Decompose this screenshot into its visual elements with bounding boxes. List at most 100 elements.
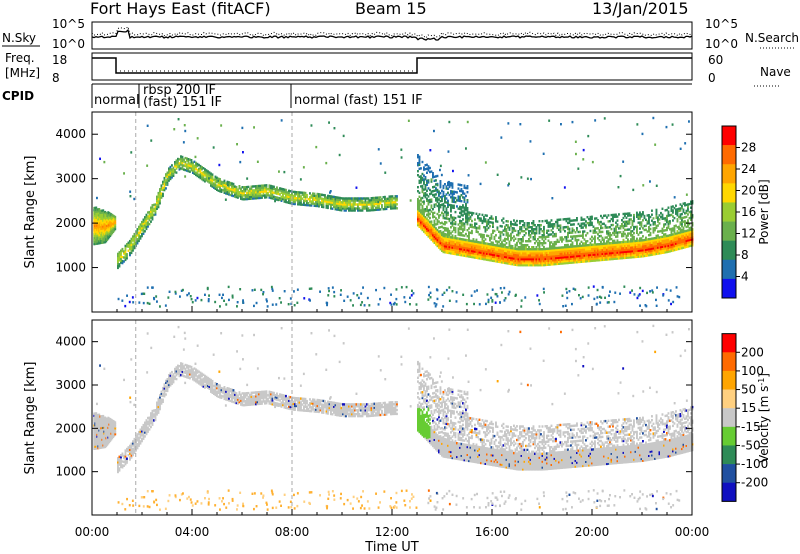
power-cell: [316, 202, 319, 206]
power-cell: [562, 250, 565, 253]
power-cell: [487, 256, 490, 260]
power-cell: [361, 205, 364, 208]
power-cell: [379, 199, 382, 202]
power-cell: [99, 241, 102, 245]
power-cell: [262, 190, 265, 193]
power-cell: [502, 221, 505, 224]
power-cell: [379, 208, 382, 211]
power-cell: [274, 199, 276, 203]
power-cell: [664, 241, 667, 244]
power-cell: [144, 230, 146, 233]
power-cell: [315, 145, 318, 149]
power-cell: [649, 249, 652, 253]
power-cell: [628, 246, 631, 249]
power-cell: [525, 250, 527, 253]
power-cell: [226, 192, 229, 196]
power-cell: [600, 244, 602, 248]
power-cell: [636, 243, 638, 246]
power-cell: [448, 180, 450, 184]
power-cell: [433, 302, 436, 305]
power-cell: [432, 226, 434, 229]
power-cell: [340, 289, 342, 292]
power-cell: [565, 287, 568, 291]
power-cell: [592, 257, 595, 260]
power-cell: [193, 166, 196, 169]
power-cell: [615, 247, 617, 250]
power-cell: [358, 207, 361, 210]
power-cell: [108, 229, 111, 233]
power-cell: [173, 128, 176, 131]
power-cell: [565, 225, 568, 229]
power-cell: [93, 236, 96, 240]
power-cell: [153, 213, 155, 217]
power-cell: [586, 244, 589, 247]
power-cell: [652, 253, 655, 256]
power-cell: [247, 189, 250, 193]
power-cell: [394, 197, 397, 200]
power-cell: [145, 221, 148, 225]
power-cell: [652, 116, 655, 120]
power-cell: [370, 201, 373, 204]
power-cell: [649, 227, 652, 231]
power-cell: [501, 251, 503, 254]
power-cell: [600, 220, 602, 224]
power-cell: [142, 232, 145, 235]
power-cell: [256, 186, 259, 190]
power-cell: [448, 217, 451, 221]
power-cell: [661, 251, 664, 254]
power-cell: [174, 165, 176, 168]
power-cell: [450, 190, 452, 193]
power-cell: [544, 237, 547, 241]
power-cell: [451, 250, 454, 253]
power-cell: [99, 209, 102, 213]
power-cell: [652, 245, 655, 248]
power-cell: [243, 194, 245, 197]
power-cell: [684, 240, 686, 243]
power-cell: [499, 260, 502, 264]
power-cell: [552, 243, 554, 246]
power-cell: [598, 221, 601, 224]
power-cell: [532, 258, 535, 261]
power-cell: [454, 222, 457, 226]
power-cell: [454, 216, 457, 220]
power-cell: [540, 228, 542, 231]
power-cell: [552, 253, 554, 256]
power-cell: [628, 232, 631, 235]
power-cell: [651, 241, 653, 244]
power-cell: [199, 170, 202, 174]
power-cell: [204, 170, 206, 173]
power-cell: [649, 233, 652, 237]
power-cell: [190, 298, 193, 301]
power-cell: [681, 222, 683, 226]
power-cell: [439, 246, 442, 249]
power-cell: [426, 213, 428, 216]
power-cell: [211, 177, 214, 180]
power-cell: [99, 219, 102, 223]
power-cell: [530, 177, 532, 181]
velocity-cell: [96, 437, 99, 440]
power-cell: [118, 265, 121, 268]
power-cell: [375, 200, 377, 203]
power-cell: [298, 199, 301, 202]
power-cell: [102, 237, 105, 240]
power-cell: [352, 197, 355, 200]
power-cell: [526, 260, 529, 263]
power-cell: [292, 194, 295, 198]
power-cell: [612, 253, 614, 257]
power-cell: [580, 246, 583, 249]
power-cell: [496, 240, 499, 243]
power-cell: [421, 222, 424, 226]
power-cell: [268, 190, 271, 193]
power-cell: [101, 235, 104, 238]
power-cell: [148, 212, 151, 216]
power-cell: [576, 217, 578, 220]
power-cell: [120, 253, 122, 256]
power-cell: [567, 233, 569, 237]
power-cell: [631, 224, 634, 227]
power-cell: [481, 219, 484, 223]
power-cell: [658, 250, 661, 253]
power-cell: [460, 220, 463, 223]
power-cell: [231, 182, 233, 185]
power-cell: [103, 227, 106, 230]
power-cell: [610, 237, 613, 241]
